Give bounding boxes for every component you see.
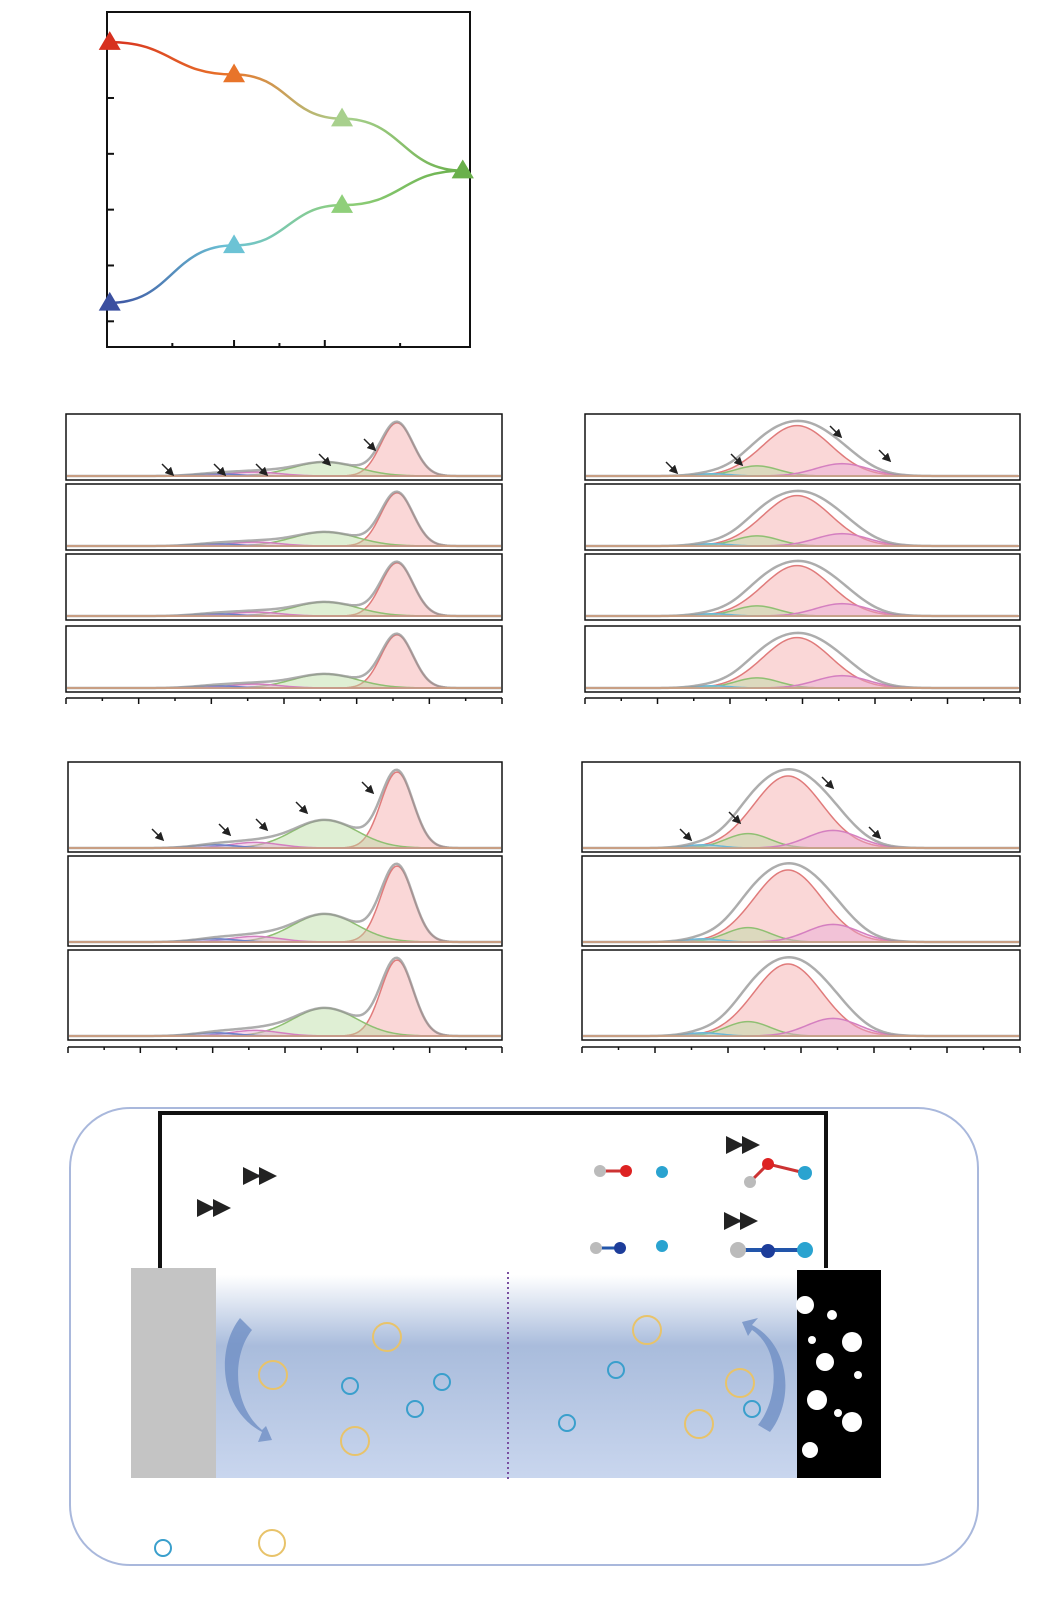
envelope: [67, 490, 501, 548]
schematic: [69, 1107, 979, 1566]
molecules: [590, 1158, 813, 1258]
pointer-arrow: [161, 463, 175, 477]
spectrum-frame: [65, 413, 503, 481]
spectrum-frame: [584, 483, 1021, 551]
pointer-arrow: [255, 818, 269, 832]
marker: [223, 234, 246, 254]
pointer-arrow: [218, 823, 232, 837]
spectrum-frame: [65, 553, 503, 621]
envelope: [67, 420, 501, 478]
anode: [131, 1268, 216, 1478]
plot-frame: [106, 11, 471, 348]
pointer-arrow: [295, 801, 309, 815]
pointer-arrow: [868, 826, 882, 840]
pointer-arrow: [361, 781, 375, 795]
series-line: [109, 40, 463, 172]
pointer-arrow: [213, 463, 227, 477]
pointer-arrow: [318, 453, 332, 467]
marker: [451, 159, 474, 179]
envelope: [67, 560, 501, 618]
marker: [331, 194, 354, 213]
circuit-wire: [158, 1111, 828, 1268]
spectrum-frame: [67, 949, 503, 1041]
pointer-arrow: [255, 463, 269, 477]
spectrum-frame: [65, 625, 503, 693]
spectrum-frame: [581, 761, 1021, 853]
double-arrows: [197, 1136, 760, 1230]
schematic-border: [69, 1107, 979, 1566]
fit-peak: [586, 636, 1019, 689]
fit-peak: [583, 963, 1019, 1037]
spectrum-frame: [584, 413, 1021, 481]
pointer-arrow: [878, 449, 892, 463]
pointer-arrow: [363, 438, 377, 452]
marker: [223, 63, 246, 83]
spectrum-frame: [581, 855, 1021, 947]
spectra-panels: [65, 413, 1021, 1053]
envelope: [67, 632, 501, 690]
marker: [98, 291, 121, 311]
pointer-arrow: [821, 776, 835, 790]
pointer-arrow: [665, 461, 679, 475]
flow-arrow: [224, 1318, 272, 1442]
ions-large: [258, 1315, 755, 1557]
pointer-arrow: [730, 453, 744, 467]
series-line: [109, 169, 463, 305]
fit-peak: [586, 424, 1019, 477]
flow-arrow: [742, 1318, 786, 1432]
spectrum-frame: [584, 625, 1021, 693]
pointer-arrow: [679, 828, 693, 842]
spectrum-frame: [67, 855, 503, 947]
fit-peak: [586, 564, 1019, 617]
pointer-arrow: [728, 811, 742, 825]
fit-peak: [583, 869, 1019, 943]
electrolyte: [216, 1275, 797, 1478]
spectrum-frame: [65, 483, 503, 551]
marker: [331, 107, 354, 127]
spectrum-frame: [67, 761, 503, 853]
ions-small: [154, 1361, 761, 1557]
spectrum-frame: [584, 553, 1021, 621]
fit-peak: [586, 494, 1019, 547]
marker: [98, 31, 121, 50]
pointer-arrow: [829, 425, 843, 439]
pores: [796, 1296, 862, 1458]
pointer-arrow: [151, 828, 165, 842]
fit-peak: [583, 775, 1019, 849]
spectrum-frame: [581, 949, 1021, 1041]
